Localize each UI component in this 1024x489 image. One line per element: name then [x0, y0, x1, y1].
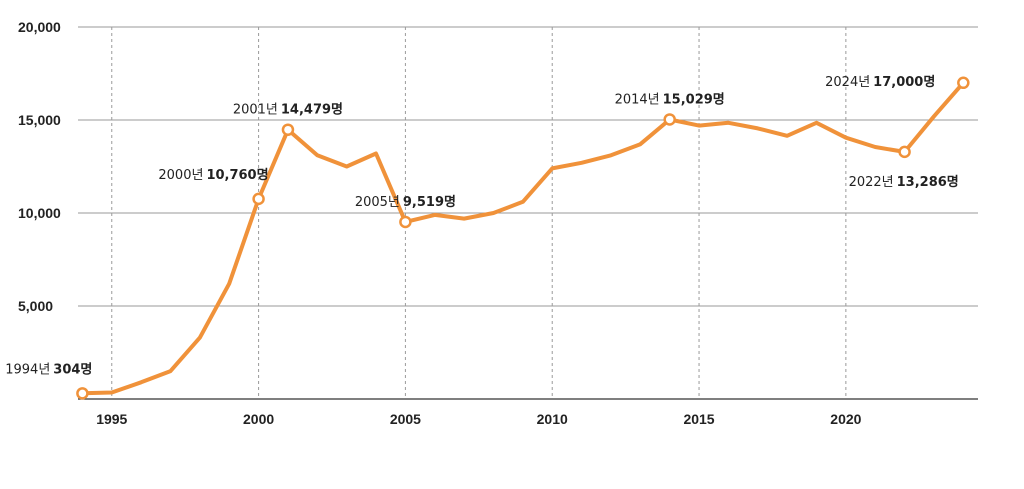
axes: 20,000 15,000 10,000 5,000 1995 2000 2005 2010 2… [18, 19, 978, 427]
annotation-year: 2005년 [355, 195, 400, 210]
annotation-year: 2022년 [849, 175, 894, 190]
annotation-value: 15,029명 [663, 91, 725, 107]
annotation-value: 10,760명 [206, 167, 268, 183]
series-line [80, 80, 966, 396]
grid [78, 26, 978, 399]
annotation-year: 2000년 [158, 168, 203, 183]
annotation-label: 2024년 17,000명 [825, 74, 935, 90]
annotation-label: 2022년 13,286명 [849, 174, 959, 190]
annotation-value: 14,479명 [281, 102, 343, 118]
x-tick-label: 2020 [830, 411, 861, 427]
y-tick-label: 15,000 [18, 112, 61, 128]
annotation-labels: 1994년 304명 2000년 10,760명 2001년 14,479명 2005년 9,… [5, 74, 959, 378]
highlight-markers [76, 76, 970, 400]
annotation-year: 2001년 [233, 103, 278, 118]
data-point-marker [957, 76, 970, 90]
x-tick-label: 2010 [537, 411, 568, 427]
y-tick-label: 10,000 [18, 205, 61, 221]
data-point-marker [663, 113, 676, 126]
annotation-label: 2001년 14,479명 [233, 102, 343, 118]
annotation-label: 2005년 9,519명 [355, 194, 456, 210]
annotation-label: 2000년 10,760명 [158, 167, 268, 183]
data-point-marker [898, 145, 911, 159]
annotation-year: 2024년 [825, 75, 870, 90]
series-layer [80, 80, 966, 396]
data-point-marker [76, 387, 89, 400]
annotation-value: 9,519명 [403, 194, 456, 210]
annotation-value: 17,000명 [873, 74, 935, 90]
y-tick-label: 5,000 [18, 298, 53, 314]
annotation-value: 13,286명 [897, 174, 959, 190]
annotation-year: 1994년 [5, 362, 50, 377]
x-tick-label: 1995 [96, 411, 127, 427]
x-tick-label: 2000 [243, 411, 274, 427]
y-tick-label: 20,000 [18, 19, 61, 35]
annotation-label: 1994년 304명 [5, 361, 92, 377]
x-tick-label: 2015 [683, 411, 714, 427]
data-point-marker [252, 192, 265, 206]
annotation-year: 2014년 [615, 92, 660, 107]
data-point-marker [399, 215, 412, 229]
x-tick-label: 2005 [390, 411, 421, 427]
annotation-value: 304명 [53, 361, 92, 377]
data-point-marker [281, 123, 295, 136]
annotation-label: 2014년 15,029명 [615, 91, 725, 107]
